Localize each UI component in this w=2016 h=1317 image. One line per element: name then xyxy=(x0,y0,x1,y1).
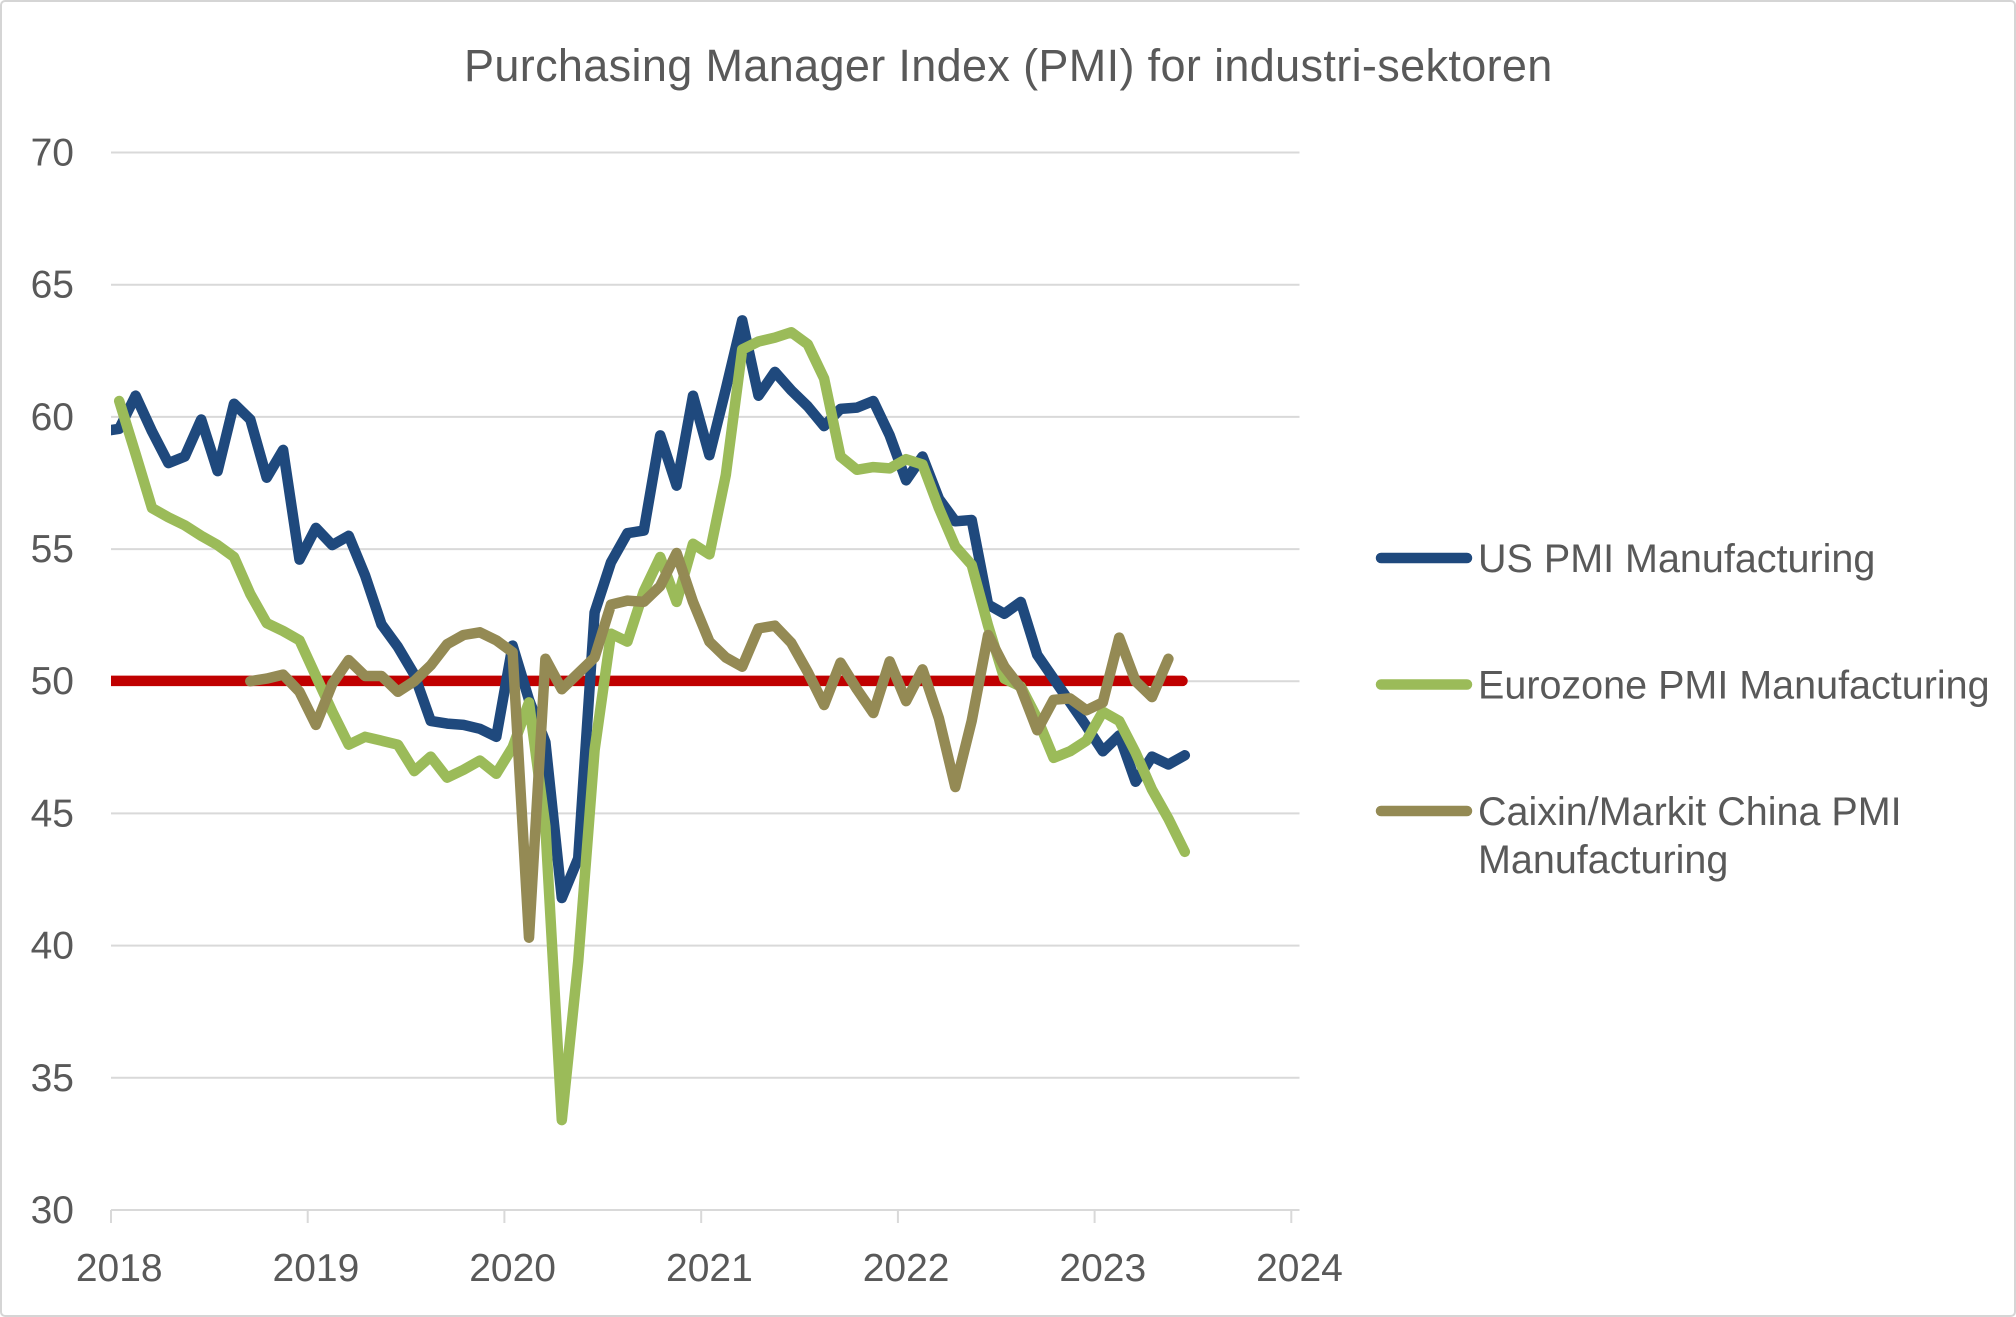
svg-text:45: 45 xyxy=(31,792,74,835)
svg-text:55: 55 xyxy=(31,528,74,571)
svg-text:Manufacturing: Manufacturing xyxy=(1478,838,1728,882)
svg-text:2021: 2021 xyxy=(666,1247,753,1290)
svg-text:Purchasing Manager Index (PMI): Purchasing Manager Index (PMI) for indus… xyxy=(464,40,1553,91)
svg-text:US PMI Manufacturing: US PMI Manufacturing xyxy=(1478,537,1875,581)
svg-text:Eurozone PMI Manufacturing: Eurozone PMI Manufacturing xyxy=(1478,664,1990,708)
svg-text:2020: 2020 xyxy=(469,1247,556,1290)
svg-text:30: 30 xyxy=(31,1189,74,1232)
svg-text:60: 60 xyxy=(31,396,74,439)
svg-text:2023: 2023 xyxy=(1059,1247,1146,1290)
svg-text:40: 40 xyxy=(31,925,74,968)
svg-text:Caixin/Markit China PMI: Caixin/Markit China PMI xyxy=(1478,790,1902,834)
svg-text:35: 35 xyxy=(31,1057,74,1100)
svg-text:2022: 2022 xyxy=(863,1247,950,1290)
svg-text:2019: 2019 xyxy=(273,1247,360,1290)
svg-text:2018: 2018 xyxy=(76,1247,163,1290)
svg-text:65: 65 xyxy=(31,264,74,307)
svg-text:2024: 2024 xyxy=(1256,1247,1343,1290)
svg-text:70: 70 xyxy=(31,132,74,175)
svg-text:50: 50 xyxy=(31,660,74,703)
